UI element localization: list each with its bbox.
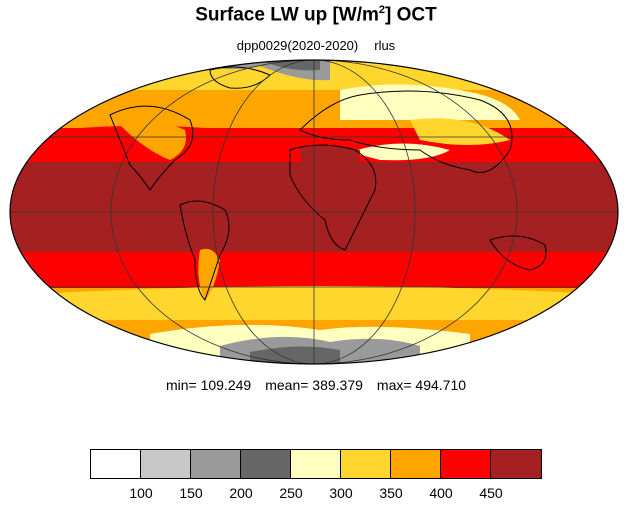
colorbar-label: 300	[329, 485, 353, 501]
plot-subtitle: dpp0029(2020-2020) rlus	[0, 38, 632, 53]
colorbar-box	[241, 450, 291, 478]
colorbar-label: 400	[429, 485, 453, 501]
colorbar-box	[391, 450, 441, 478]
colorbar-box	[91, 450, 141, 478]
mean-value: 389.379	[312, 377, 363, 393]
colorbar-box	[441, 450, 491, 478]
colorbar-box	[341, 450, 391, 478]
colorbar-label: 350	[379, 485, 403, 501]
stats-line: min= 109.249 mean= 389.379 max= 494.710	[165, 377, 467, 393]
colorbar-label: 150	[179, 485, 203, 501]
variable-label: rlus	[374, 38, 396, 53]
run-label: dpp0029(2020-2020)	[236, 38, 359, 53]
colorbar-box	[191, 450, 241, 478]
colorbar-label: 450	[479, 485, 503, 501]
colorbar-label: 100	[129, 485, 153, 501]
colorbar-box	[141, 450, 191, 478]
colorbar	[90, 449, 542, 479]
colorbar-box	[491, 450, 541, 478]
colorbar-label: 200	[229, 485, 253, 501]
max-value: 494.710	[415, 377, 467, 393]
plot-title: Surface LW up [W/m2] OCT	[195, 4, 437, 26]
colorbar-label: 250	[279, 485, 303, 501]
min-value: 109.249	[200, 377, 252, 393]
colorbar-box	[291, 450, 341, 478]
